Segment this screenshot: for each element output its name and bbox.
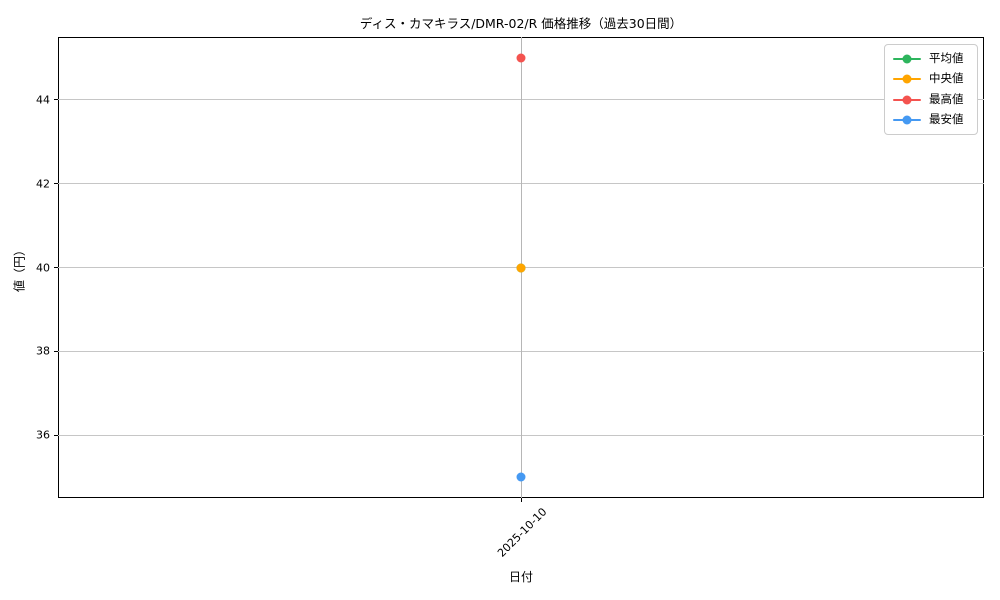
legend-dot-icon — [902, 115, 912, 125]
legend-dot-icon — [902, 74, 912, 84]
y-tick-label: 42 — [36, 177, 50, 191]
x-tick-mark — [520, 498, 522, 502]
legend: 平均値中央値最高値最安値 — [884, 44, 978, 135]
y-tick-mark — [54, 267, 58, 268]
legend-marker — [893, 54, 921, 63]
y-tick-mark — [54, 183, 58, 185]
legend-label: 最安値 — [929, 112, 964, 127]
legend-marker — [893, 115, 921, 125]
legend-marker — [893, 95, 921, 104]
y-tick-label: 40 — [36, 261, 50, 274]
legend-label: 最高値 — [929, 91, 964, 106]
data-point-最高値 — [516, 53, 526, 63]
y-tick-label: 38 — [36, 344, 50, 358]
y-tick-mark — [54, 434, 58, 436]
y-tick-label: 44 — [36, 93, 50, 107]
data-point-中央値 — [516, 263, 526, 272]
legend-label: 中央値 — [929, 71, 964, 86]
legend-marker — [893, 74, 921, 84]
chart-title: ディス・カマキラス/DMR-02/R 価格推移（過去30日間） — [359, 16, 683, 31]
y-tick-mark — [54, 350, 58, 352]
data-point-最安値 — [516, 472, 526, 482]
y-tick-mark — [54, 99, 58, 101]
legend-item-中央値: 中央値 — [893, 72, 969, 87]
x-tick-label: 2025-10-10 — [495, 505, 550, 560]
y-tick-label: 36 — [36, 428, 50, 442]
legend-dot-icon — [902, 95, 912, 104]
legend-label: 平均値 — [929, 50, 964, 65]
legend-item-最安値: 最安値 — [893, 113, 969, 128]
legend-dot-icon — [902, 54, 912, 63]
legend-item-最高値: 最高値 — [893, 92, 969, 107]
x-axis-label: 日付 — [508, 570, 533, 584]
legend-item-平均値: 平均値 — [893, 51, 969, 66]
